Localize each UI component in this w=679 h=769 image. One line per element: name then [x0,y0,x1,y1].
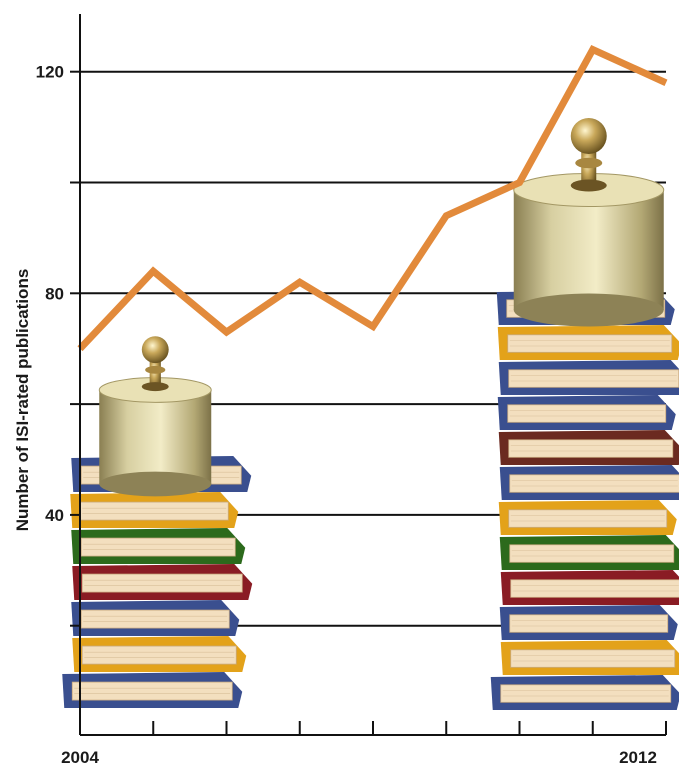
book [499,605,678,640]
book-stack-large [490,290,679,710]
book [71,600,240,636]
book [72,636,247,672]
y-tick-label: 120 [36,63,64,82]
y-tick-label: 80 [45,284,64,303]
book [500,570,679,605]
axes: 40 80 120 2004 2012 [36,14,667,767]
book [499,535,679,570]
book [499,465,679,500]
book [500,640,679,675]
book [490,675,679,710]
x-tick-label: 2012 [619,748,657,767]
weight-large [513,118,665,327]
x-tick-label: 2004 [61,748,99,767]
book [72,564,253,600]
book [70,492,239,528]
weight-small [98,336,212,497]
book [498,500,677,535]
book [71,528,246,564]
y-axis-title: Number of ISI-rated publications [13,269,32,532]
illustrations [62,118,679,710]
y-tick-label: 40 [45,506,64,525]
book [498,360,679,395]
book [497,325,679,360]
book [497,395,676,430]
book [62,672,243,708]
book [498,430,679,465]
